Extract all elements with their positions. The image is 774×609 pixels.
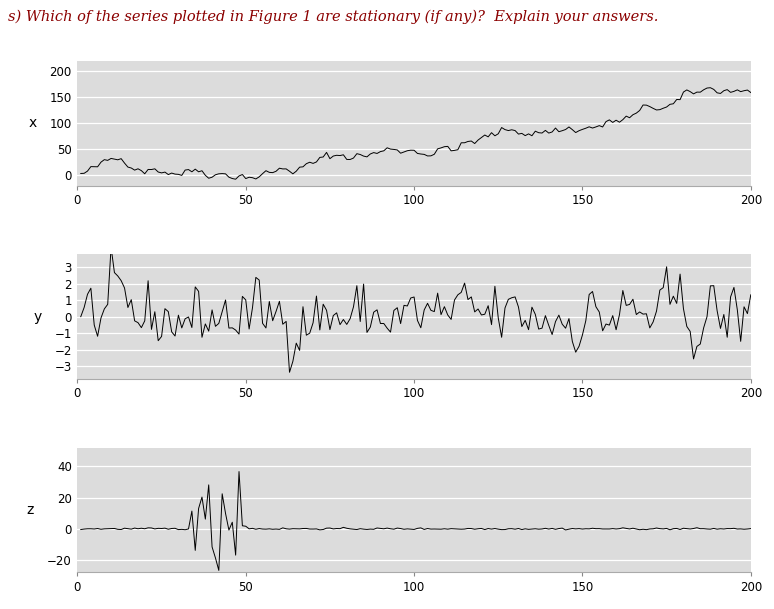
Y-axis label: z: z (27, 503, 34, 517)
Text: s) Which of the series plotted in Figure 1 are stationary (if any)?  Explain you: s) Which of the series plotted in Figure… (8, 9, 658, 24)
Y-axis label: x: x (29, 116, 37, 130)
Y-axis label: y: y (34, 310, 42, 323)
